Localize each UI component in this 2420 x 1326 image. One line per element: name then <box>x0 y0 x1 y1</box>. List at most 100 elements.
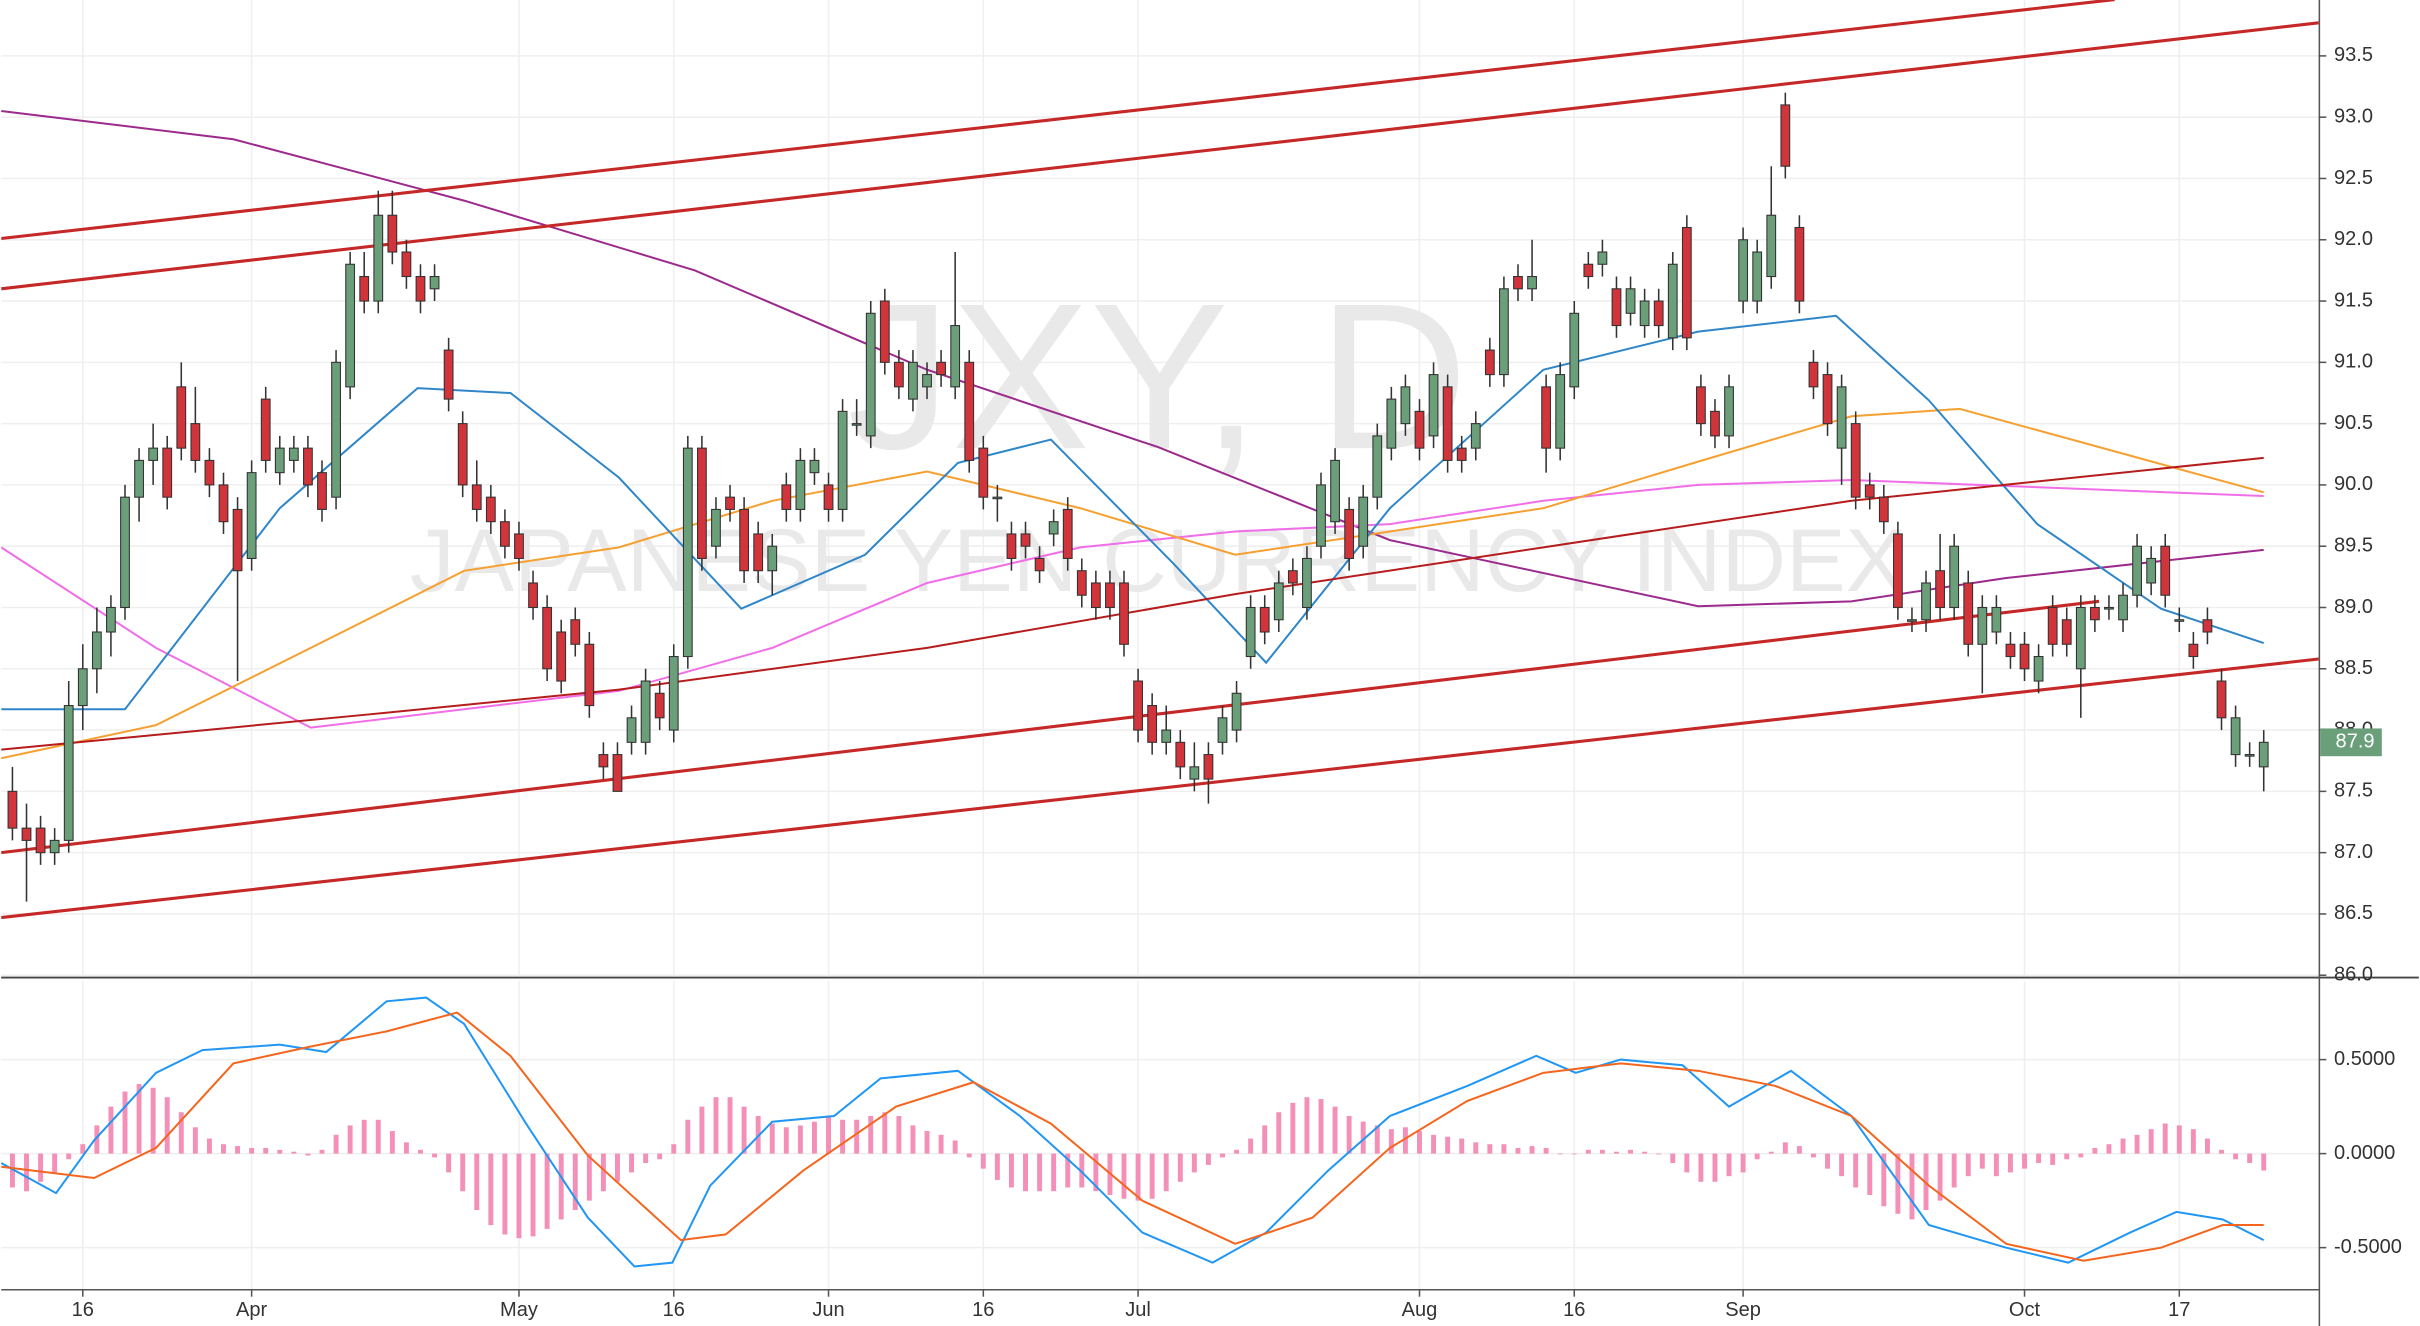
y-tick-label: 94.0 <box>2334 0 2373 5</box>
histogram-bar <box>840 1119 846 1154</box>
histogram-bar <box>1374 1125 1380 1154</box>
candle-body <box>1667 263 1678 339</box>
candle-body <box>1907 619 1917 622</box>
histogram-bar <box>741 1106 747 1154</box>
candle-body <box>2104 606 2114 610</box>
histogram-bar <box>600 1153 606 1192</box>
histogram-bar <box>1023 1153 1028 1192</box>
candle-body <box>1724 386 1734 437</box>
histogram-bar <box>1487 1144 1493 1154</box>
candle-body <box>1316 484 1326 547</box>
candle-body <box>317 472 327 510</box>
candle-body <box>2174 619 2185 622</box>
histogram-bar <box>291 1151 297 1154</box>
candle-body <box>1062 508 1073 560</box>
histogram-bar <box>136 1084 142 1154</box>
histogram-bar <box>530 1153 536 1237</box>
histogram-bar <box>2007 1153 2013 1173</box>
candle-body <box>893 361 904 388</box>
candle-body <box>204 459 215 486</box>
candle-body <box>1006 533 1017 560</box>
candle-body <box>1119 582 1129 645</box>
candle-body <box>950 325 961 388</box>
y-tick-label: 86.0 <box>2334 964 2373 986</box>
y-tick-label: 89.5 <box>2334 535 2373 557</box>
histogram-bar <box>235 1146 241 1154</box>
candle-body <box>500 521 510 547</box>
candle-body <box>303 447 313 486</box>
histogram-bar <box>122 1091 128 1154</box>
candle-body <box>1189 766 1200 780</box>
histogram-bar <box>1614 1151 1619 1154</box>
histogram-bar <box>572 1153 578 1211</box>
y-tick-label: 87.0 <box>2334 841 2373 863</box>
candle-body <box>1048 521 1059 535</box>
candle-body <box>91 631 102 670</box>
candle-body <box>711 508 721 547</box>
candle-body <box>443 349 454 400</box>
candle-body <box>1273 582 1284 621</box>
candle-body <box>1090 582 1101 609</box>
candle-body <box>77 668 88 707</box>
indicator-line <box>1 996 2265 1268</box>
histogram-bar <box>1177 1153 1183 1182</box>
histogram-bar <box>1825 1153 1830 1169</box>
candle-body <box>908 361 918 400</box>
histogram-bar <box>826 1116 831 1154</box>
histogram-bar <box>1431 1134 1437 1154</box>
candle-body <box>626 717 637 743</box>
y-tick-label: 86.5 <box>2334 902 2373 924</box>
histogram-bar <box>1895 1153 1901 1214</box>
candle-body <box>823 484 834 510</box>
histogram-bar <box>277 1149 283 1154</box>
candle-body <box>865 312 876 437</box>
candle-body <box>218 484 229 523</box>
histogram-bar <box>1571 1153 1577 1155</box>
candle-body <box>1949 545 1960 609</box>
candle-body <box>1442 386 1453 461</box>
candle-body <box>2061 619 2072 645</box>
candle-body <box>654 692 665 719</box>
histogram-bar <box>1065 1153 1071 1188</box>
histogram-bar <box>263 1147 269 1154</box>
macd-pane <box>1 980 2319 1289</box>
candle-body <box>106 606 116 633</box>
candle-body <box>2047 606 2058 645</box>
candle-body <box>739 508 750 572</box>
histogram-bar <box>1656 1153 1662 1155</box>
candle-body <box>556 631 567 682</box>
candle-body <box>288 447 299 461</box>
histogram-bar <box>418 1149 423 1154</box>
candle-body <box>1076 570 1087 596</box>
histogram-bar <box>178 1112 184 1154</box>
candle-body <box>612 754 623 792</box>
histogram-bar <box>446 1153 452 1173</box>
histogram-bar <box>24 1153 29 1192</box>
histogram-bar <box>66 1153 72 1160</box>
candle-body <box>7 790 18 829</box>
histogram-bar <box>938 1134 944 1154</box>
histogram-bar <box>1839 1153 1845 1177</box>
candle-body <box>1752 251 1763 302</box>
trend-line <box>1 599 2100 855</box>
histogram-bar <box>1768 1151 1774 1154</box>
histogram-bar <box>1684 1153 1690 1173</box>
candle-body <box>190 423 201 461</box>
histogram-bar <box>2036 1153 2042 1164</box>
candle-body <box>1470 423 1481 449</box>
histogram-bar <box>389 1131 395 1154</box>
histogram-bar <box>2176 1125 2182 1154</box>
y-tick-label: 91.5 <box>2334 289 2373 311</box>
candle-body <box>528 582 538 609</box>
candle-body <box>2118 594 2128 621</box>
histogram-bar <box>671 1144 677 1154</box>
candle-body <box>978 447 989 498</box>
candle-body <box>35 827 46 854</box>
indicator-line <box>1 110 2264 608</box>
histogram-bar <box>1445 1136 1451 1154</box>
indicator-line <box>1 314 2265 711</box>
candle-body <box>2132 545 2142 596</box>
candle-body <box>1977 606 1988 645</box>
y-tick-label: 93.5 <box>2334 44 2373 66</box>
histogram-bar <box>206 1138 212 1154</box>
